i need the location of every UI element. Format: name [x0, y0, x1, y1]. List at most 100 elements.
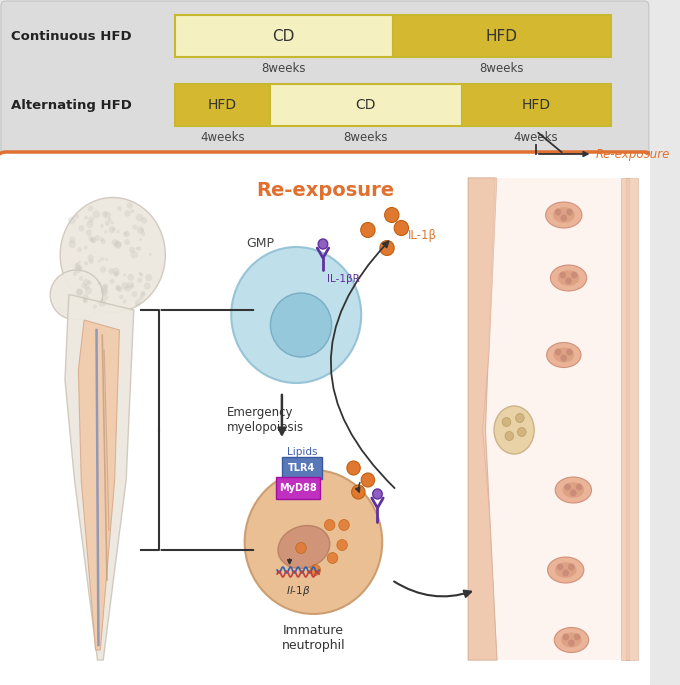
Circle shape	[143, 245, 150, 253]
Circle shape	[146, 285, 150, 290]
Circle shape	[133, 232, 137, 235]
Ellipse shape	[494, 406, 534, 454]
Circle shape	[71, 271, 75, 275]
Circle shape	[129, 233, 133, 236]
Circle shape	[109, 264, 114, 269]
Circle shape	[120, 242, 126, 248]
Circle shape	[78, 274, 82, 278]
Circle shape	[121, 249, 128, 256]
Text: Re-exposure: Re-exposure	[595, 147, 670, 160]
Circle shape	[129, 203, 133, 208]
Circle shape	[78, 253, 83, 258]
Circle shape	[119, 291, 126, 298]
Circle shape	[122, 303, 126, 308]
Circle shape	[565, 277, 572, 284]
FancyBboxPatch shape	[0, 152, 653, 685]
Text: CD: CD	[273, 29, 295, 44]
Circle shape	[562, 569, 569, 577]
Polygon shape	[469, 178, 497, 660]
Circle shape	[394, 221, 409, 236]
FancyBboxPatch shape	[276, 477, 320, 499]
Circle shape	[133, 269, 135, 272]
Circle shape	[69, 262, 74, 267]
Circle shape	[141, 223, 147, 229]
Circle shape	[107, 292, 113, 298]
Circle shape	[111, 217, 115, 222]
Circle shape	[327, 553, 338, 564]
Circle shape	[141, 300, 146, 304]
Circle shape	[101, 211, 108, 219]
FancyBboxPatch shape	[1, 1, 649, 163]
Circle shape	[110, 219, 118, 227]
Circle shape	[146, 221, 149, 225]
Ellipse shape	[278, 525, 330, 569]
Polygon shape	[621, 178, 639, 660]
Circle shape	[124, 238, 130, 245]
Circle shape	[94, 297, 101, 305]
Circle shape	[99, 272, 105, 279]
Circle shape	[134, 272, 141, 280]
Circle shape	[80, 285, 88, 292]
Circle shape	[139, 217, 145, 223]
Circle shape	[82, 246, 86, 250]
Circle shape	[122, 256, 128, 262]
Polygon shape	[626, 178, 629, 660]
Circle shape	[74, 259, 78, 264]
Circle shape	[142, 254, 148, 260]
Circle shape	[137, 234, 143, 241]
Circle shape	[96, 269, 101, 274]
Ellipse shape	[561, 632, 582, 647]
Circle shape	[566, 208, 573, 216]
Circle shape	[132, 260, 135, 263]
Circle shape	[83, 282, 86, 286]
Ellipse shape	[555, 562, 577, 578]
Circle shape	[77, 282, 84, 290]
Circle shape	[373, 489, 382, 499]
Circle shape	[142, 252, 145, 256]
Circle shape	[95, 207, 99, 210]
Circle shape	[141, 213, 147, 219]
FancyBboxPatch shape	[175, 15, 393, 57]
Circle shape	[90, 216, 96, 221]
Circle shape	[576, 484, 583, 490]
Circle shape	[337, 540, 347, 551]
Circle shape	[564, 484, 571, 490]
Text: Alternating HFD: Alternating HFD	[12, 99, 133, 112]
Text: IL-1β: IL-1β	[408, 229, 437, 242]
Circle shape	[116, 209, 123, 216]
Circle shape	[76, 279, 81, 284]
Circle shape	[560, 355, 567, 362]
FancyBboxPatch shape	[175, 84, 271, 126]
Circle shape	[139, 299, 146, 306]
Circle shape	[90, 233, 94, 237]
Circle shape	[80, 277, 86, 284]
Circle shape	[130, 203, 135, 208]
Circle shape	[77, 267, 80, 271]
FancyBboxPatch shape	[462, 84, 611, 126]
FancyBboxPatch shape	[393, 15, 611, 57]
Circle shape	[72, 227, 76, 232]
Circle shape	[245, 470, 382, 614]
Circle shape	[515, 414, 524, 423]
Circle shape	[71, 220, 75, 223]
Circle shape	[116, 238, 122, 245]
Circle shape	[126, 236, 134, 245]
Ellipse shape	[562, 482, 584, 498]
Circle shape	[140, 263, 146, 269]
Circle shape	[324, 519, 335, 530]
Polygon shape	[65, 295, 134, 660]
Ellipse shape	[558, 270, 579, 286]
Text: GMP: GMP	[246, 236, 274, 249]
Circle shape	[79, 251, 86, 259]
Circle shape	[570, 490, 577, 497]
Ellipse shape	[61, 197, 165, 312]
Circle shape	[517, 427, 526, 436]
Ellipse shape	[555, 477, 592, 503]
Circle shape	[136, 260, 141, 266]
Circle shape	[126, 303, 129, 307]
Text: HFD: HFD	[208, 98, 237, 112]
Circle shape	[112, 232, 115, 235]
Circle shape	[82, 239, 85, 242]
Circle shape	[138, 223, 143, 227]
Circle shape	[122, 211, 128, 217]
